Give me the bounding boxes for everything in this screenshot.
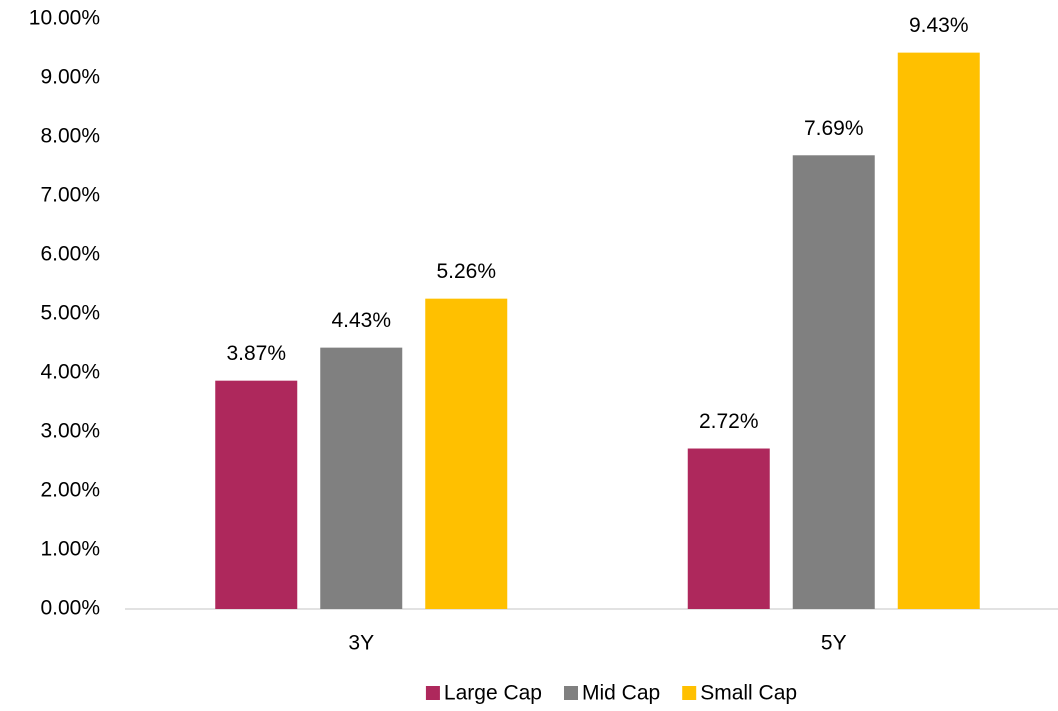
x-tick-label: 3Y: [348, 632, 374, 655]
legend-swatch: [564, 686, 578, 700]
data-label: 4.43%: [331, 309, 391, 332]
y-tick-label: 2.00%: [40, 479, 100, 502]
y-tick-label: 5.00%: [40, 302, 100, 325]
y-tick-label: 7.00%: [40, 184, 100, 207]
y-tick-label: 10.00%: [29, 7, 100, 30]
legend-label: Mid Cap: [582, 682, 660, 705]
data-label: 3.87%: [226, 342, 286, 365]
y-tick-label: 9.00%: [40, 66, 100, 89]
bar: [687, 448, 770, 609]
y-tick-label: 4.00%: [40, 361, 100, 384]
y-tick-label: 0.00%: [40, 597, 100, 620]
y-tick-label: 1.00%: [40, 538, 100, 561]
legend-item: Mid Cap: [564, 682, 660, 705]
legend-label: Small Cap: [700, 682, 797, 705]
y-tick-label: 6.00%: [40, 243, 100, 266]
bar: [792, 155, 875, 610]
y-tick-label: 8.00%: [40, 125, 100, 148]
bar: [215, 380, 298, 609]
bar: [897, 52, 980, 609]
legend-label: Large Cap: [444, 682, 542, 705]
bar: [320, 347, 403, 609]
data-label: 2.72%: [699, 410, 759, 433]
legend-swatch: [682, 686, 697, 700]
legend-item: Large Cap: [425, 682, 542, 705]
legend-item: Small Cap: [682, 682, 797, 705]
x-tick-label: 5Y: [821, 632, 847, 655]
y-tick-label: 3.00%: [40, 420, 100, 443]
legend-swatch: [425, 686, 440, 700]
data-label: 5.26%: [436, 260, 496, 283]
data-label: 9.43%: [909, 14, 969, 37]
data-label: 7.69%: [804, 117, 864, 140]
bar: [425, 298, 508, 609]
